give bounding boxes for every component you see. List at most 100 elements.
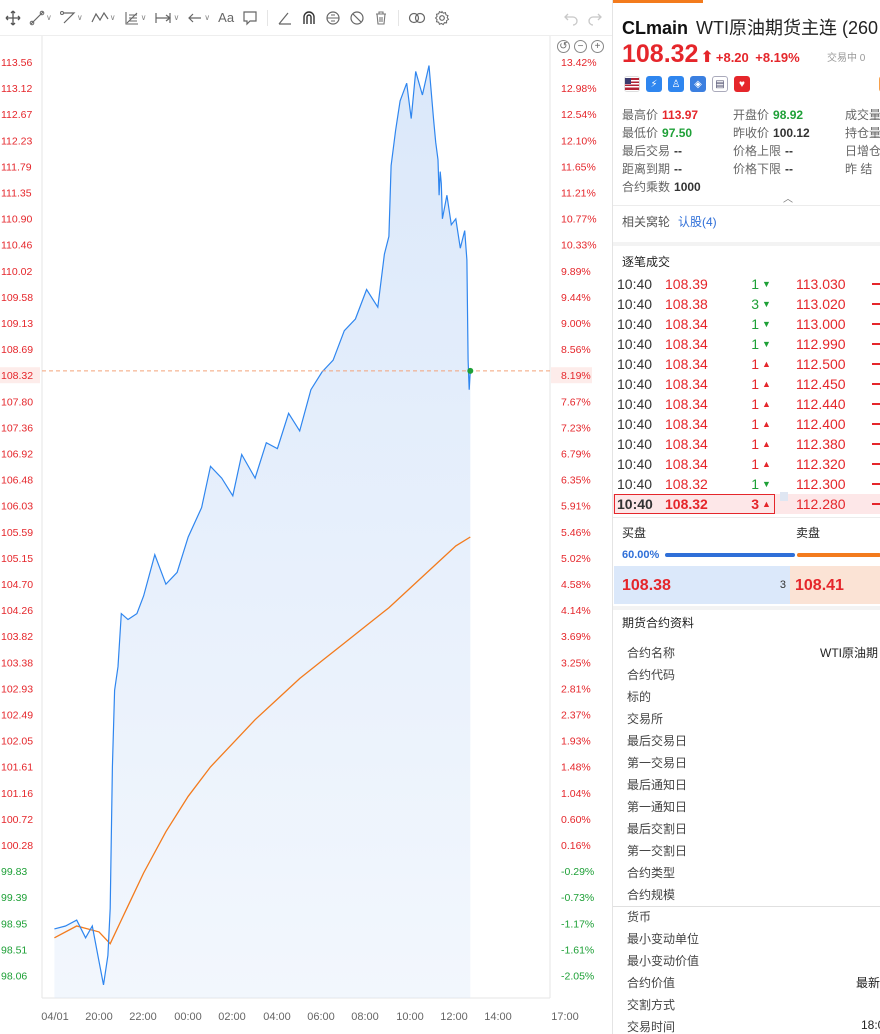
tick-price: 108.34 bbox=[665, 316, 708, 332]
info-value: WTI原油期 bbox=[820, 646, 878, 660]
triangle-up-icon: ▲ bbox=[762, 359, 771, 369]
undo-icon[interactable] bbox=[560, 6, 582, 30]
pct-tick-label: -2.05% bbox=[561, 971, 594, 983]
info-row: 最后通知日 bbox=[627, 776, 880, 798]
intraday-chart[interactable]: 113.56 13.42% 113.12 12.98% 112.67 12.54% 112.… bbox=[0, 36, 612, 1034]
arrow-icon[interactable]: ∨ bbox=[184, 6, 213, 30]
tick-row[interactable]: 10:40 108.34 1 ▼ 112.990 bbox=[613, 334, 880, 354]
tick-bar bbox=[872, 503, 880, 505]
document-icon[interactable]: ▤ bbox=[712, 76, 728, 92]
compare-icon[interactable] bbox=[405, 6, 429, 30]
pct-tick-label: 1.93% bbox=[561, 736, 591, 748]
magnet-icon[interactable] bbox=[298, 6, 320, 30]
lock-drawings-icon[interactable] bbox=[322, 6, 344, 30]
chart-canvas[interactable]: 113.56 13.42% 113.12 12.98% 112.67 12.54% 112.… bbox=[0, 36, 612, 1034]
ticks-scrollbar[interactable] bbox=[780, 492, 788, 501]
triangle-down-icon: ▼ bbox=[762, 479, 771, 489]
pct-tick-label: 11.21% bbox=[561, 188, 596, 200]
ask-label: 卖盘 bbox=[796, 526, 821, 540]
badge-row: ⚡ ♙ ◈ ▤ ♥ ! bbox=[624, 76, 880, 92]
tick-bar bbox=[872, 283, 880, 285]
toolbar-separator bbox=[267, 9, 269, 26]
drawing-toolbar: ∨ ∨ ∨ ∨ ∨ ∨ Aa bbox=[0, 0, 612, 36]
measure-icon[interactable]: ∨ bbox=[151, 6, 182, 30]
related-warrants-link[interactable]: 认股(4) bbox=[678, 215, 717, 229]
zoom-out-icon[interactable]: − bbox=[574, 40, 587, 53]
tick-row[interactable]: 10:40 108.34 1 ▲ 112.400 bbox=[613, 414, 880, 434]
tick-row[interactable]: 10:40 108.39 1 ▼ 113.030 bbox=[613, 274, 880, 294]
instrument-title: CLmain WTI原油期货主连 (260 bbox=[622, 14, 878, 40]
tick-qty: 1 bbox=[751, 416, 759, 432]
stat-upper-limit: 价格上限 -- bbox=[733, 144, 794, 158]
triangle-up-icon: ▲ bbox=[762, 499, 771, 509]
x-tick-label: 04/01 bbox=[41, 1011, 69, 1023]
hide-drawings-icon[interactable] bbox=[346, 6, 368, 30]
info-row: 标的 bbox=[627, 688, 880, 710]
tick-row[interactable]: 10:40 108.34 1 ▲ 112.380 bbox=[613, 434, 880, 454]
y-tick-label: 111.79 bbox=[1, 161, 32, 173]
average-line bbox=[54, 536, 471, 945]
redo-icon[interactable] bbox=[584, 6, 606, 30]
info-key: 货币 bbox=[627, 910, 652, 924]
triangle-down-icon: ▼ bbox=[762, 339, 771, 349]
favorite-heart-icon[interactable]: ♥ bbox=[734, 76, 750, 92]
tick-row[interactable]: 10:40 108.34 1 ▲ 112.320 bbox=[613, 454, 880, 474]
tick-time: 10:40 bbox=[617, 276, 653, 292]
tick-row[interactable]: 10:40 108.34 1 ▲ 112.450 bbox=[613, 374, 880, 394]
x-tick-label: 00:00 bbox=[174, 1011, 202, 1023]
text-tool-icon[interactable]: Aa bbox=[218, 10, 235, 25]
ticks-list[interactable]: 10:40 108.39 1 ▼ 113.030 10:40 108.38 3 ▼ 113.020… bbox=[613, 274, 880, 514]
trend-line-icon[interactable]: ∨ bbox=[26, 6, 55, 30]
settings-icon[interactable] bbox=[431, 6, 453, 30]
info-row: 合约类型 bbox=[627, 864, 880, 886]
lightning-icon[interactable]: ⚡ bbox=[646, 76, 662, 92]
info-row: 合约名称 WTI原油期 bbox=[627, 644, 880, 666]
pct-tick-label: 9.89% bbox=[561, 266, 591, 278]
pct-tick-label: 6.35% bbox=[561, 475, 591, 487]
tick-price-2: 112.990 bbox=[796, 336, 846, 352]
tick-row[interactable]: 10:40 108.32 1 ▼ 112.300 bbox=[613, 474, 880, 494]
x-tick-label: 08:00 bbox=[351, 1011, 379, 1023]
comment-icon[interactable] bbox=[239, 6, 261, 30]
collapse-chevron-icon[interactable]: ︿ bbox=[783, 194, 793, 205]
tag-icon[interactable]: ◈ bbox=[690, 76, 706, 92]
info-row: 交易所 bbox=[627, 710, 880, 732]
crosshair-move-icon[interactable] bbox=[2, 6, 24, 30]
stat-prev-close: 昨收价 100.12 bbox=[733, 126, 810, 140]
y-tick-label: 98.51 bbox=[1, 944, 27, 956]
triangle-up-icon: ▲ bbox=[762, 459, 771, 469]
current-price-tag bbox=[0, 367, 40, 384]
org-chart-icon[interactable]: ♙ bbox=[668, 76, 684, 92]
info-key: 合约代码 bbox=[627, 668, 676, 682]
tick-row[interactable]: 10:40 108.34 1 ▼ 113.000 bbox=[613, 314, 880, 334]
trash-icon[interactable] bbox=[370, 6, 392, 30]
divider bbox=[613, 517, 880, 518]
us-flag-icon bbox=[624, 76, 640, 92]
instrument-name: WTI原油期货主连 (260 bbox=[696, 18, 879, 38]
pct-tick-label: 12.98% bbox=[561, 83, 597, 95]
wave-icon[interactable]: ∨ bbox=[88, 6, 119, 30]
tick-row[interactable]: 10:40 108.32 3 ▲ 112.280 bbox=[613, 494, 880, 514]
stat-last-trade: 最后交易 -- bbox=[622, 144, 683, 158]
bid-ratio-bar bbox=[665, 553, 795, 557]
best-ask[interactable]: 108.41 bbox=[790, 566, 880, 604]
pct-tick-label: 3.25% bbox=[561, 657, 591, 669]
ruler-angle-icon[interactable] bbox=[274, 6, 296, 30]
x-tick-label: 10:00 bbox=[396, 1011, 424, 1023]
tick-row[interactable]: 10:40 108.34 1 ▲ 112.500 bbox=[613, 354, 880, 374]
bid-qty: 3 bbox=[779, 579, 786, 591]
tick-bar bbox=[872, 463, 880, 465]
triangle-up-icon: ▲ bbox=[762, 439, 771, 449]
polyline-icon[interactable]: ∨ bbox=[57, 6, 86, 30]
reset-zoom-icon[interactable]: ↺ bbox=[557, 40, 570, 53]
best-bid[interactable]: 108.38 3 bbox=[614, 566, 790, 604]
fib-channel-icon[interactable]: ∨ bbox=[121, 6, 150, 30]
ask-ratio-bar bbox=[797, 553, 880, 557]
info-key: 最小变动单位 bbox=[627, 932, 700, 946]
tick-row[interactable]: 10:40 108.34 1 ▲ 112.440 bbox=[613, 394, 880, 414]
tick-row[interactable]: 10:40 108.38 3 ▼ 113.020 bbox=[613, 294, 880, 314]
zoom-in-icon[interactable]: + bbox=[591, 40, 604, 53]
pct-tick-label: 4.14% bbox=[561, 605, 591, 617]
y-tick-label: 101.16 bbox=[1, 788, 33, 800]
tick-qty: 1 bbox=[751, 316, 759, 332]
